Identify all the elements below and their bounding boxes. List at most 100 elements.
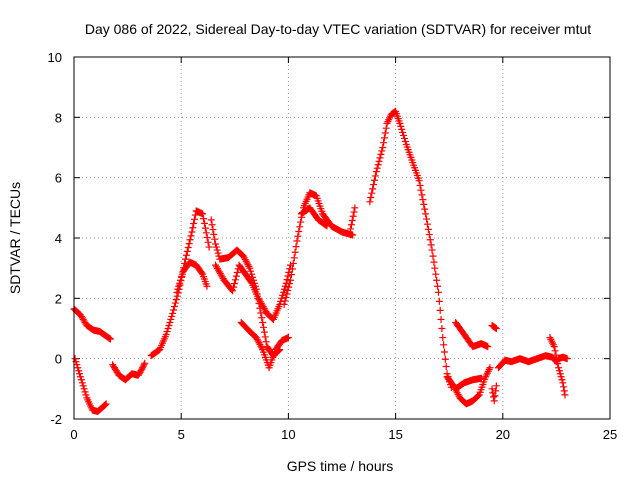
data-point — [188, 228, 196, 236]
data-point — [322, 221, 330, 229]
data-point — [368, 189, 376, 197]
data-point — [281, 297, 289, 305]
data-point — [323, 222, 331, 230]
y-tick-label: 10 — [48, 50, 62, 65]
data-point — [550, 343, 558, 351]
data-point — [372, 168, 380, 176]
data-point — [296, 223, 304, 231]
x-tick-label: 15 — [388, 427, 402, 442]
data-point — [284, 334, 292, 342]
data-point — [284, 272, 292, 280]
data-point — [416, 181, 424, 189]
data-point — [199, 210, 207, 218]
data-point — [172, 296, 180, 304]
data-point — [426, 236, 434, 244]
data-point — [211, 235, 219, 243]
data-point — [287, 271, 295, 279]
data-point — [80, 385, 88, 393]
data-point — [200, 219, 208, 227]
data-point — [78, 379, 86, 387]
data-point — [293, 237, 301, 245]
data-point — [373, 164, 381, 172]
data-point — [280, 300, 288, 308]
data-point — [437, 315, 445, 323]
data-point — [165, 321, 173, 329]
data-point — [82, 391, 90, 399]
data-point — [556, 370, 564, 378]
data-point — [200, 215, 208, 223]
data-point — [349, 231, 357, 239]
data-point — [230, 283, 238, 291]
data-point — [490, 393, 498, 401]
data-point — [184, 243, 192, 251]
data-point — [170, 303, 178, 311]
data-point — [555, 367, 563, 375]
data-point — [171, 299, 179, 307]
data-point — [438, 325, 446, 332]
data-point — [106, 335, 114, 343]
data-point — [105, 334, 113, 342]
data-point — [73, 361, 81, 369]
data-point — [137, 367, 145, 375]
data-point — [203, 234, 211, 242]
data-point — [441, 355, 449, 363]
data-point — [229, 287, 237, 295]
data-point — [422, 210, 430, 218]
data-point — [182, 251, 190, 259]
plot-frame — [73, 56, 611, 420]
data-point — [350, 208, 358, 216]
data-point — [164, 325, 172, 332]
data-point — [283, 290, 291, 298]
data-point — [169, 309, 177, 317]
data-point — [558, 376, 566, 384]
data-point — [379, 144, 387, 151]
data-point — [205, 243, 213, 251]
data-point — [189, 224, 197, 232]
data-point — [203, 282, 211, 290]
data-point — [173, 288, 181, 296]
data-point — [260, 323, 268, 331]
data-point — [415, 177, 423, 185]
data-point — [284, 287, 292, 295]
data-point — [371, 172, 379, 180]
data-point — [210, 230, 218, 238]
data-point — [369, 185, 377, 193]
data-point — [245, 262, 253, 270]
y-tick-label: 6 — [55, 171, 62, 186]
data-point — [374, 161, 382, 169]
data-point — [348, 217, 356, 225]
x-axis-label: GPS time / hours — [287, 458, 394, 474]
data-point — [212, 243, 220, 251]
data-points — [70, 107, 571, 415]
data-point — [258, 344, 266, 352]
data-point — [79, 382, 87, 390]
data-point — [176, 279, 184, 287]
data-point — [370, 176, 378, 184]
y-tick-label: -2 — [50, 412, 62, 427]
data-point — [376, 154, 384, 162]
data-point — [233, 268, 241, 276]
grid — [74, 57, 610, 419]
data-point — [433, 276, 441, 284]
data-point — [430, 258, 438, 266]
data-point — [488, 385, 496, 393]
data-point — [139, 362, 147, 370]
data-point — [286, 280, 294, 288]
data-point — [208, 221, 216, 229]
data-point — [139, 364, 147, 372]
data-point — [375, 157, 383, 165]
data-point — [280, 285, 288, 293]
data-point — [491, 323, 499, 331]
data-point — [398, 125, 406, 133]
data-point — [163, 328, 171, 336]
data-point — [425, 231, 433, 239]
y-axis-label: SDTVAR / TECUs — [7, 182, 23, 294]
data-point — [282, 293, 290, 301]
data-point — [204, 238, 212, 246]
data-point — [231, 276, 239, 284]
data-point — [552, 351, 560, 359]
data-point — [559, 379, 567, 387]
x-tick-label: 25 — [603, 427, 617, 442]
data-point — [423, 215, 431, 223]
data-point — [178, 270, 186, 278]
